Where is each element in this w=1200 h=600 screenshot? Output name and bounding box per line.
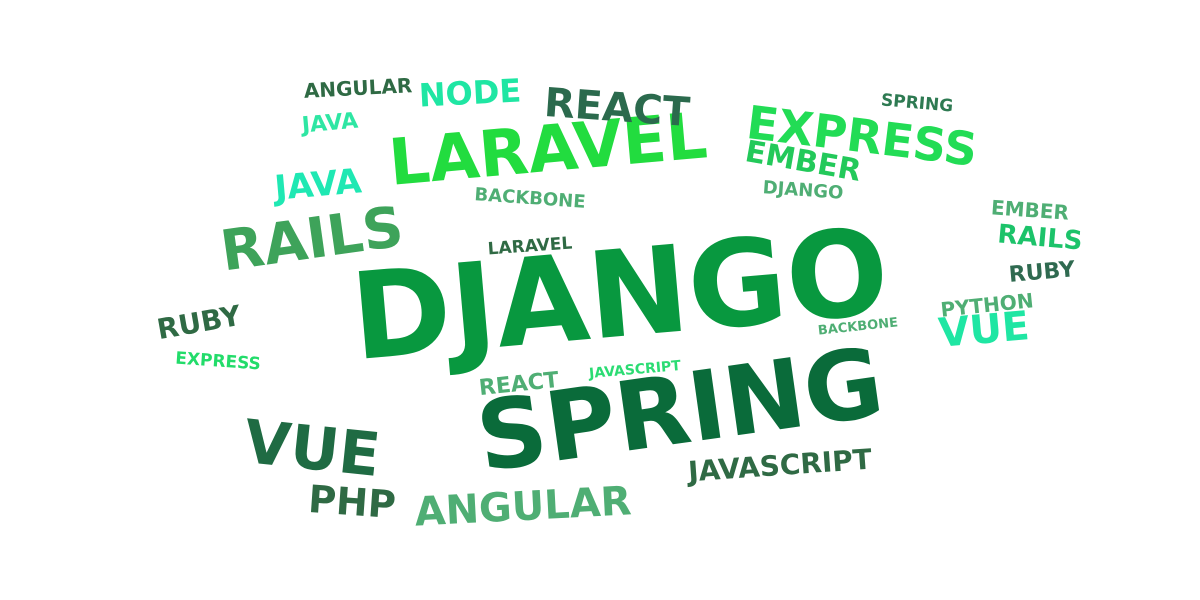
word-ruby-17: RUBY: [1007, 257, 1077, 288]
word-php-27: PHP: [306, 477, 398, 527]
word-vue-25: VUE: [240, 407, 384, 491]
word-angular-7: ANGULAR: [303, 73, 413, 103]
word-java-11: JAVA: [272, 161, 364, 209]
word-angular-28: ANGULAR: [413, 478, 633, 536]
word-express-22: EXPRESS: [174, 348, 262, 375]
word-react-5: REACT: [542, 79, 692, 137]
word-ruby-18: RUBY: [154, 298, 244, 347]
word-vue-21: VUE: [936, 303, 1032, 357]
word-java-8: JAVA: [300, 108, 360, 139]
word-node-6: NODE: [417, 71, 523, 115]
word-rails-15: RAILS: [996, 219, 1084, 257]
word-backbone-13: BACKBONE: [473, 184, 587, 213]
word-django-12: DJANGO: [762, 177, 845, 204]
